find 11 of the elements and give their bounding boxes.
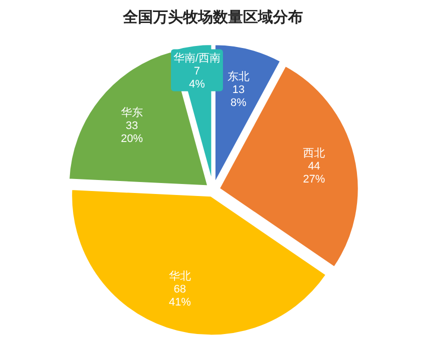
slice-label: 东北 — [227, 70, 250, 84]
chart-title: 全国万头牧场数量区域分布 — [122, 9, 303, 26]
data-label: 33 20% — [120, 120, 144, 145]
slice-label: 华南/西南 — [173, 51, 220, 64]
slice-label: 华北 — [168, 270, 191, 283]
data-label: 7 4% — [188, 65, 206, 90]
data-label: 44 27% — [303, 160, 326, 186]
data-label: 13 8% — [230, 84, 247, 110]
slice-label: 西北 — [303, 146, 326, 160]
slice-label: 华东 — [120, 106, 143, 119]
data-label: 68 41% — [168, 284, 192, 309]
